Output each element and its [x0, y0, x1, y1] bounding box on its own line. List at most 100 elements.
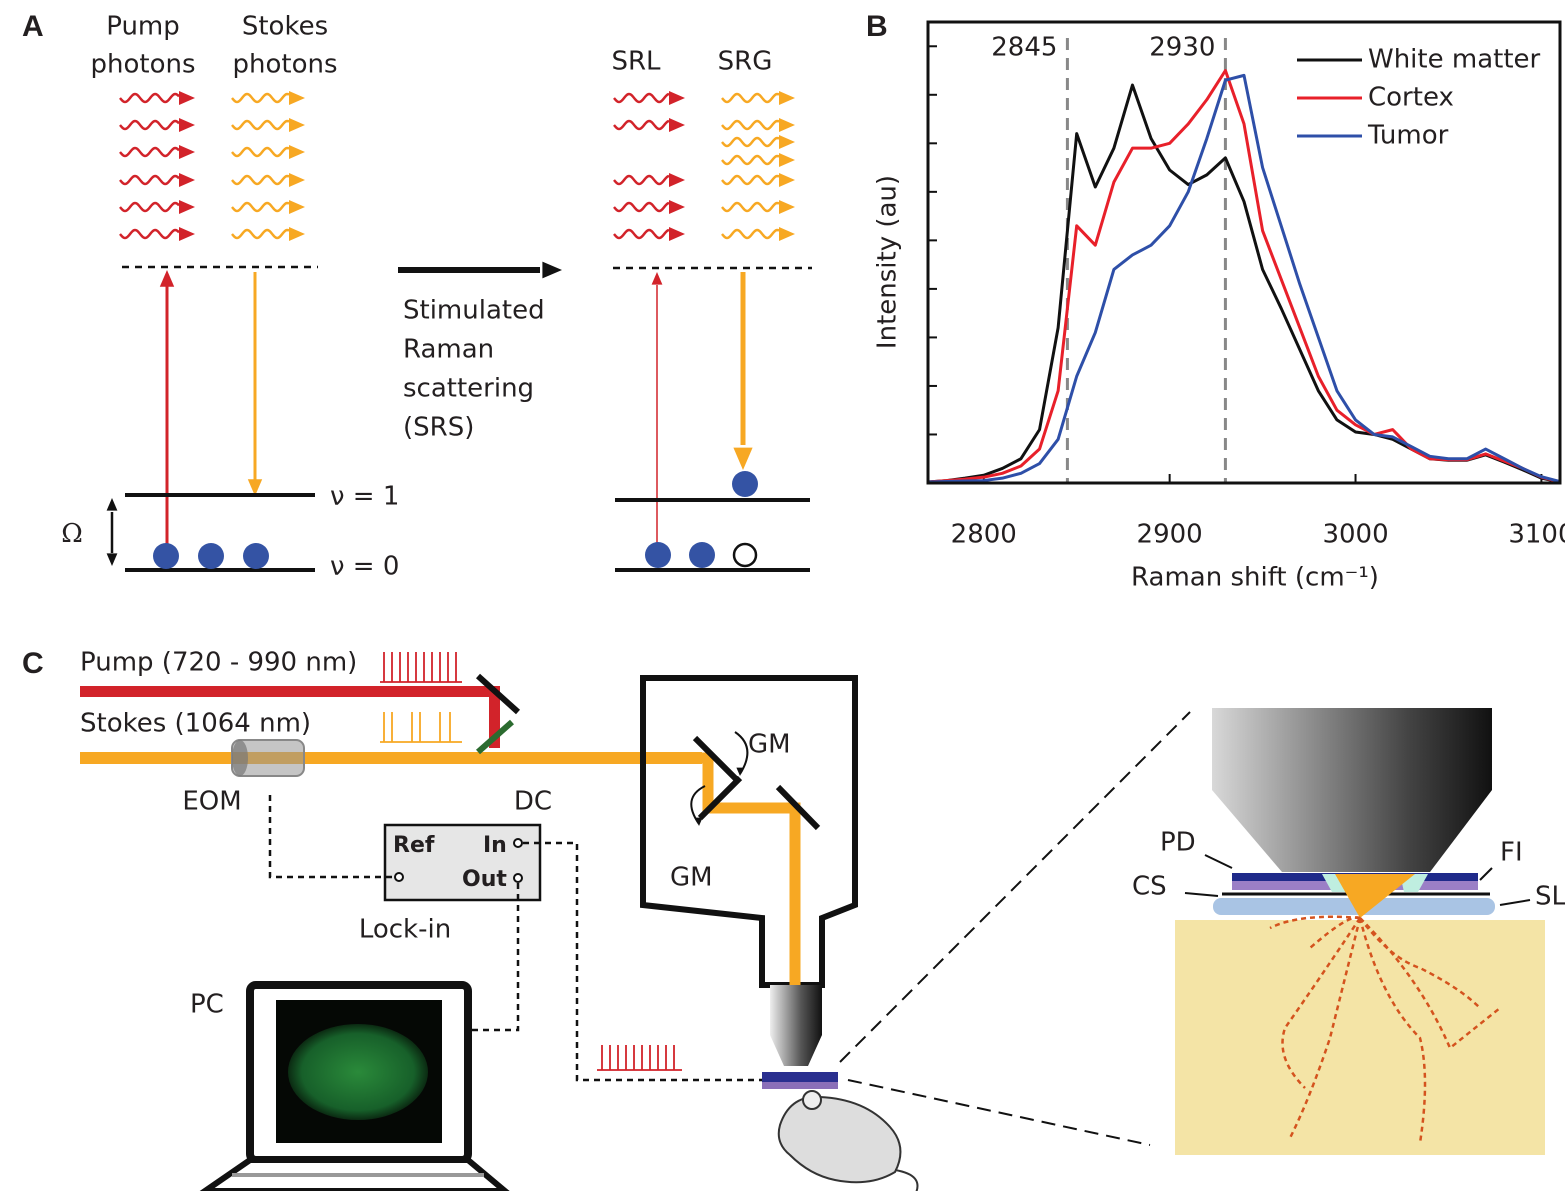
photon-head — [779, 135, 795, 149]
arrow-head — [733, 448, 752, 470]
photon-head — [779, 153, 795, 167]
photon — [614, 230, 669, 238]
microscope-body — [643, 678, 855, 985]
molecule — [153, 543, 179, 569]
photon — [232, 176, 289, 184]
data-line — [928, 75, 1560, 482]
label: DC — [514, 787, 552, 817]
photon — [722, 94, 779, 102]
line — [1480, 868, 1492, 880]
tissue — [1175, 920, 1545, 1155]
x-tick-label: 2800 — [951, 520, 1017, 550]
photon — [120, 203, 179, 211]
arrow-head — [542, 262, 562, 279]
label: B — [866, 10, 888, 43]
pump-beam — [80, 686, 500, 697]
x-tick-label: 3000 — [1322, 520, 1388, 550]
label: Ω — [61, 519, 83, 549]
arrow-head — [736, 768, 743, 776]
photon-head — [179, 145, 195, 159]
stokes-beam — [80, 752, 702, 764]
molecule — [198, 543, 224, 569]
label: GM — [748, 730, 791, 760]
plot-frame — [928, 22, 1560, 483]
label: photons — [232, 50, 337, 80]
label: Pump — [106, 12, 180, 42]
label: CS — [1132, 872, 1167, 902]
photon-head — [289, 118, 305, 132]
photon-head — [779, 200, 795, 214]
label: SL — [1535, 882, 1565, 912]
label: PC — [190, 990, 224, 1020]
mouse — [779, 1097, 901, 1182]
reference-label: 2845 — [991, 33, 1057, 63]
photon — [614, 176, 669, 184]
photon-head — [289, 91, 305, 105]
molecule — [645, 542, 671, 568]
photon — [232, 148, 289, 156]
label: Pump (720 - 990 nm) — [80, 648, 357, 678]
molecule — [689, 542, 715, 568]
photon-head — [289, 173, 305, 187]
label: (SRS) — [403, 413, 474, 443]
photon — [120, 148, 179, 156]
photon-head — [669, 118, 685, 132]
photon-head — [179, 227, 195, 241]
label: scattering — [403, 374, 534, 404]
photon — [120, 121, 179, 129]
photon-head — [779, 91, 795, 105]
molecule — [732, 471, 758, 497]
x-tick-label: 2900 — [1137, 520, 1203, 550]
arrow-head — [652, 272, 663, 285]
objective-cone — [1212, 790, 1492, 872]
label: In — [483, 833, 507, 858]
photon-head — [289, 200, 305, 214]
photon-head — [179, 91, 195, 105]
photon — [120, 176, 179, 184]
label: Ref — [393, 833, 435, 858]
photon — [722, 230, 779, 238]
port — [514, 839, 522, 847]
objective-large — [1212, 708, 1492, 790]
photon-head — [779, 227, 795, 241]
photon-head — [179, 173, 195, 187]
mouse-ear — [803, 1091, 821, 1109]
photon — [722, 138, 779, 146]
photon-head — [669, 173, 685, 187]
label: ν = 1 — [330, 482, 399, 512]
cable — [270, 795, 394, 877]
label: SRL — [611, 47, 661, 77]
label: GM — [670, 863, 713, 893]
label: C — [22, 647, 44, 680]
photon-head — [779, 173, 795, 187]
label: Stokes — [242, 12, 328, 42]
photon-head — [669, 227, 685, 241]
label: FI — [1500, 838, 1523, 868]
x-axis-label: Raman shift (cm⁻¹) — [1131, 563, 1379, 593]
eom-end — [232, 740, 248, 776]
photon — [722, 121, 779, 129]
photon — [120, 230, 179, 238]
label: PD — [1160, 828, 1196, 858]
photon — [232, 230, 289, 238]
photon — [120, 94, 179, 102]
vacancy — [734, 544, 756, 566]
arrow-head — [160, 270, 174, 287]
photon — [722, 156, 779, 164]
photon — [232, 121, 289, 129]
photon — [614, 203, 669, 211]
photon — [722, 176, 779, 184]
x-tick-label: 3100 — [1508, 520, 1565, 550]
objective-tip — [770, 1035, 822, 1066]
label: Stokes (1064 nm) — [80, 709, 311, 739]
molecule — [243, 543, 269, 569]
port — [395, 873, 403, 881]
photon-head — [779, 118, 795, 132]
line — [1185, 893, 1218, 896]
objective — [770, 985, 822, 1035]
label: Lock-in — [359, 915, 451, 945]
label: SRG — [718, 47, 773, 77]
mouse-tail — [895, 1170, 918, 1191]
reference-label: 2930 — [1149, 33, 1215, 63]
photon — [722, 203, 779, 211]
